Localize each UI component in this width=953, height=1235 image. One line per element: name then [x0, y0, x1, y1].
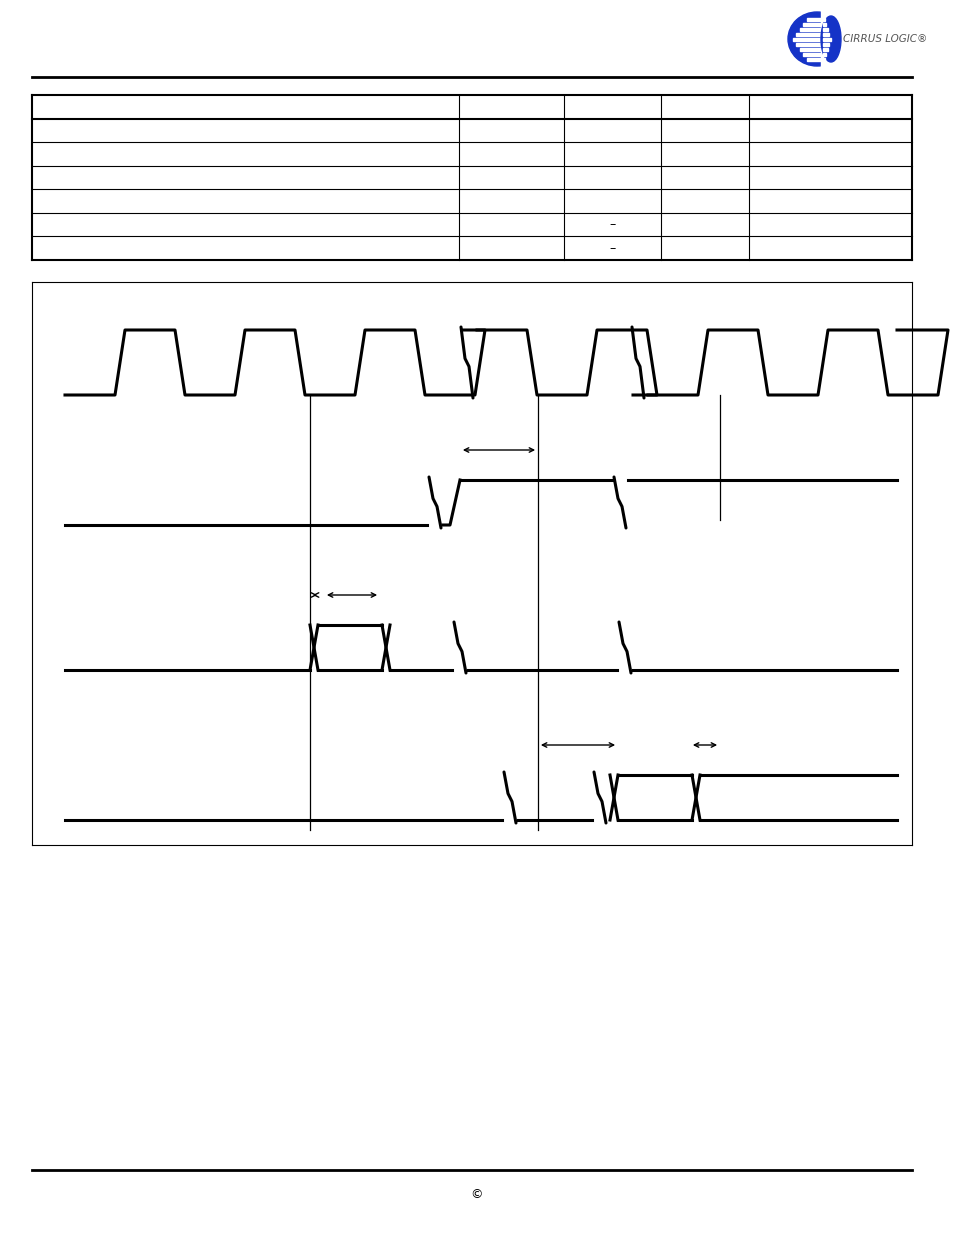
- Bar: [822, 43, 828, 46]
- Bar: [800, 48, 833, 51]
- Text: CIRRUS LOGIC®: CIRRUS LOGIC®: [842, 35, 926, 44]
- Ellipse shape: [787, 12, 845, 65]
- Bar: [822, 53, 825, 56]
- Bar: [822, 22, 825, 26]
- Bar: [792, 38, 841, 41]
- Ellipse shape: [821, 16, 841, 62]
- Bar: [796, 32, 837, 36]
- Bar: [822, 48, 827, 51]
- Bar: [822, 27, 827, 31]
- Bar: [806, 17, 826, 21]
- Text: –: –: [609, 219, 616, 231]
- Bar: [822, 38, 830, 41]
- Bar: [806, 58, 826, 61]
- Bar: [822, 17, 824, 21]
- Text: –: –: [609, 242, 616, 254]
- Bar: [821, 7, 861, 69]
- Bar: [822, 32, 828, 36]
- Bar: [802, 53, 830, 56]
- Bar: [802, 22, 830, 26]
- Text: ©: ©: [470, 1188, 483, 1202]
- Bar: [800, 27, 833, 31]
- Bar: [796, 43, 837, 46]
- Bar: [822, 58, 824, 61]
